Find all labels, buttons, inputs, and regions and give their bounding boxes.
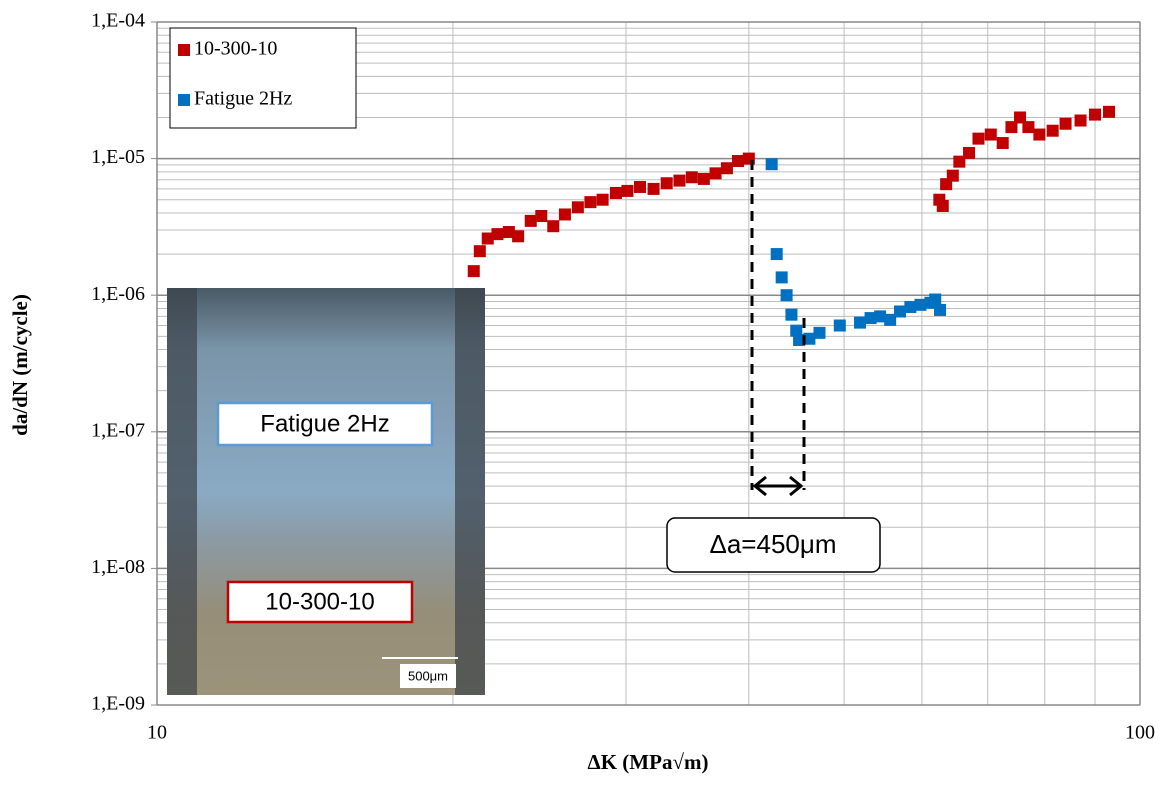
data-point bbox=[584, 196, 597, 209]
y-axis-title: da/dN (m/cycle) bbox=[8, 294, 32, 436]
data-point bbox=[1074, 114, 1087, 127]
arrow-head bbox=[789, 475, 804, 497]
data-point bbox=[793, 333, 806, 346]
x-axis-title: ΔK (MPa√m) bbox=[588, 750, 709, 774]
annotation-box bbox=[216, 401, 434, 447]
data-point bbox=[596, 193, 609, 206]
legend-label: 10-300-10 bbox=[194, 38, 277, 60]
data-point bbox=[732, 155, 745, 168]
data-point bbox=[502, 226, 515, 239]
micrograph-edge bbox=[167, 288, 197, 695]
data-point bbox=[904, 300, 917, 313]
y-tick-label: 1,E-09 bbox=[91, 693, 145, 715]
data-point bbox=[1014, 111, 1027, 124]
data-marks bbox=[467, 105, 1116, 346]
annotation: Fatigue 2Hz bbox=[260, 410, 389, 437]
data-point bbox=[854, 316, 867, 329]
plot-frame bbox=[156, 21, 1141, 706]
data-point bbox=[535, 210, 548, 223]
data-point bbox=[780, 289, 793, 302]
data-point bbox=[473, 245, 486, 258]
data-point bbox=[1103, 105, 1116, 118]
data-point bbox=[833, 319, 846, 332]
annotation-box bbox=[400, 664, 456, 688]
data-point bbox=[571, 201, 584, 214]
y-tick-label: 1,E-06 bbox=[91, 283, 145, 305]
data-point bbox=[765, 158, 778, 171]
data-point bbox=[660, 177, 673, 190]
data-point bbox=[996, 137, 1009, 150]
data-point bbox=[790, 324, 803, 337]
data-point bbox=[936, 199, 949, 212]
y-tick-label: 1,E-07 bbox=[91, 419, 145, 441]
data-point bbox=[621, 184, 634, 197]
data-point bbox=[864, 312, 877, 325]
annotation: Δa=450μm bbox=[709, 529, 836, 559]
data-point bbox=[929, 293, 942, 306]
data-point bbox=[558, 208, 571, 221]
legend: 10-300-10 Fatigue 2Hz bbox=[169, 27, 357, 129]
delta-a-marker bbox=[750, 160, 806, 497]
data-point bbox=[1033, 128, 1046, 141]
legend-swatch bbox=[178, 94, 190, 106]
y-tick-label: 1,E-08 bbox=[91, 556, 145, 578]
data-point bbox=[894, 305, 907, 318]
y-tick-label: 1,E-04 bbox=[91, 10, 145, 32]
annotation: 10-300-10 bbox=[265, 588, 374, 615]
data-point bbox=[1059, 117, 1072, 130]
data-point bbox=[963, 146, 976, 159]
data-point bbox=[634, 180, 647, 193]
data-point bbox=[467, 265, 480, 278]
data-point bbox=[813, 326, 826, 339]
data-point bbox=[803, 332, 816, 345]
micrograph-inset: Fatigue 2Hz 10-300-10 500μm bbox=[167, 288, 485, 695]
data-point bbox=[720, 162, 733, 175]
data-point bbox=[953, 155, 966, 168]
arrow-head bbox=[752, 475, 767, 497]
data-point bbox=[647, 182, 660, 195]
data-point bbox=[1022, 121, 1035, 134]
data-point bbox=[785, 308, 798, 321]
y-tick-label: 1,E-05 bbox=[91, 146, 145, 168]
data-point bbox=[884, 313, 897, 326]
data-point bbox=[512, 230, 525, 243]
annotation-box bbox=[226, 580, 414, 624]
data-point bbox=[1005, 121, 1018, 134]
legend-label: Fatigue 2Hz bbox=[194, 88, 292, 110]
data-point bbox=[709, 167, 722, 180]
data-point bbox=[770, 248, 783, 261]
data-point bbox=[1046, 124, 1059, 137]
data-point bbox=[775, 271, 788, 284]
data-point bbox=[481, 232, 494, 245]
data-point bbox=[491, 228, 504, 241]
data-point bbox=[934, 303, 947, 316]
annotation: 500μm bbox=[408, 668, 448, 683]
x-tick-label: 10 bbox=[147, 722, 167, 744]
data-point bbox=[685, 171, 698, 184]
data-point bbox=[547, 220, 560, 233]
data-point bbox=[673, 174, 686, 187]
data-point bbox=[524, 214, 537, 227]
data-point bbox=[972, 132, 985, 145]
data-point bbox=[984, 128, 997, 141]
data-point bbox=[914, 298, 927, 311]
data-point bbox=[1089, 108, 1102, 121]
micrograph-edge bbox=[455, 288, 485, 695]
data-point bbox=[946, 169, 959, 182]
data-point bbox=[697, 172, 710, 185]
legend-swatch bbox=[178, 44, 190, 56]
micrograph bbox=[167, 288, 485, 695]
data-point bbox=[609, 186, 622, 199]
data-point bbox=[874, 310, 887, 323]
x-tick-label: 100 bbox=[1125, 722, 1155, 744]
annotation-box bbox=[666, 517, 881, 573]
legend-box bbox=[169, 27, 357, 129]
